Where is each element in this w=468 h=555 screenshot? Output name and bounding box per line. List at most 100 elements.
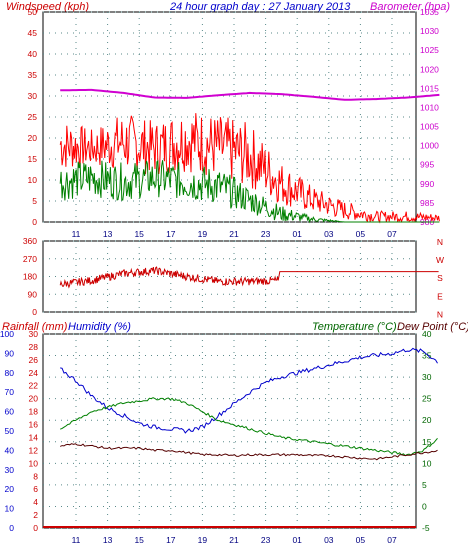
axis-ticks: 1111131315151717191921212323010103030505… [0,7,444,545]
rain-y-tick: 30 [29,329,39,339]
dewpoint-label: Dew Point (°C) [397,321,468,333]
direction-y-tick: 360 [23,236,37,246]
x-tick-label-top: 19 [198,229,208,239]
x-tick-label-bottom: 03 [324,535,334,545]
barometer-y-tick: 1005 [420,122,439,132]
rain-y-tick: 6 [33,484,38,494]
rain-y-tick: 28 [29,342,39,352]
wind-y-tick: 30 [28,91,38,101]
x-tick-label-top: 15 [134,229,144,239]
dewpoint-line [60,443,438,461]
windspeed-line [59,113,440,224]
temp-y-tick: 0 [422,501,427,511]
barometer-y-tick: 985 [420,198,434,208]
barometer-y-tick: 1020 [420,64,439,74]
barometer-line [60,88,440,101]
wind-y-tick: 15 [28,154,38,164]
x-tick-label-top: 23 [261,229,271,239]
temperature-line [60,397,438,457]
wind-y-tick: 35 [28,70,38,80]
barometer-y-tick: 990 [420,179,434,189]
x-tick-label-bottom: 23 [261,535,271,545]
windspeed-label: Windspeed (kph) [6,1,89,13]
humidity-y-tick: 90 [5,348,15,358]
x-tick-label-bottom: 07 [387,535,397,545]
barometer-y-tick: 1010 [420,102,439,112]
x-tick-label-bottom: 21 [229,535,239,545]
humidity-y-tick: 60 [5,407,15,417]
rain-y-tick: 14 [29,432,39,442]
humidity-y-tick: 80 [5,368,15,378]
x-tick-label-top: 05 [356,229,366,239]
temp-y-tick: 30 [422,372,432,382]
x-tick-label-bottom: 15 [134,535,144,545]
x-tick-label-bottom: 05 [356,535,366,545]
x-tick-label-top: 13 [103,229,113,239]
humidity-label: Humidity (%) [68,321,131,333]
barometer-y-tick: 1030 [420,26,439,36]
rain-y-tick: 10 [29,458,39,468]
rain-y-tick: 22 [29,381,39,391]
x-tick-label-bottom: 13 [103,535,113,545]
rain-y-tick: 4 [33,497,38,507]
rain-y-tick: 12 [29,445,39,455]
humidity-y-tick: 0 [9,523,14,533]
barometer-y-tick: 1000 [420,141,439,151]
humidity-y-tick: 10 [5,504,15,514]
wind-y-tick: 25 [28,112,38,122]
wind-y-tick: 45 [28,28,38,38]
barometer-y-tick: 1015 [420,83,439,93]
wind-y-tick: 10 [28,175,38,185]
humidity-y-tick: 70 [5,387,15,397]
wind-y-tick: 50 [28,7,38,17]
humidity-y-tick: 20 [5,484,15,494]
direction-y-tick: 0 [32,307,37,317]
compass-label: N [437,309,443,319]
rainfall-label: Rainfall (mm) [2,321,68,333]
direction-y-tick: 180 [23,272,37,282]
grid-lines [43,11,416,529]
rain-y-tick: 0 [33,523,38,533]
temp-y-tick: 40 [422,329,432,339]
x-tick-label-top: 03 [324,229,334,239]
temp-y-tick: 20 [422,415,432,425]
compass-label: W [436,255,444,265]
x-tick-label-top: 11 [72,229,81,239]
graph-title: 24 hour graph day : 27 January 2013 [169,1,351,13]
humidity-y-tick: 100 [0,329,14,339]
rain-y-tick: 20 [29,394,39,404]
x-tick-label-bottom: 01 [292,535,302,545]
humidity-y-tick: 30 [5,465,15,475]
direction-y-tick: 90 [28,289,38,299]
temp-y-tick: 35 [422,351,432,361]
humidity-y-tick: 50 [5,426,15,436]
compass-label: S [437,273,443,283]
x-tick-label-top: 17 [166,229,176,239]
wind-y-tick: 40 [28,49,38,59]
barometer-y-tick: 1025 [420,45,439,55]
wind-y-tick: 5 [32,196,37,206]
temp-y-tick: 25 [422,394,432,404]
x-tick-label-bottom: 11 [72,535,81,545]
direction-y-tick: 270 [23,254,37,264]
temp-y-tick: 10 [422,458,432,468]
wind-y-tick: 0 [32,217,37,227]
humidity-line [60,347,438,434]
x-tick-label-bottom: 17 [166,535,176,545]
temp-y-tick: 15 [422,437,432,447]
rain-y-tick: 26 [29,355,39,365]
compass-label: E [437,291,443,301]
barometer-y-tick: 1035 [420,7,439,17]
humidity-y-tick: 40 [5,445,15,455]
x-tick-label-bottom: 19 [198,535,208,545]
rain-y-tick: 24 [29,368,39,378]
temperature-label: Temperature (°C) [312,321,397,333]
rain-y-tick: 16 [29,420,39,430]
barometer-y-tick: 995 [420,160,434,170]
x-tick-label-top: 21 [229,229,239,239]
x-tick-label-top: 01 [292,229,302,239]
wind-direction-line [59,266,439,289]
rain-y-tick: 8 [33,471,38,481]
rain-y-tick: 18 [29,407,39,417]
